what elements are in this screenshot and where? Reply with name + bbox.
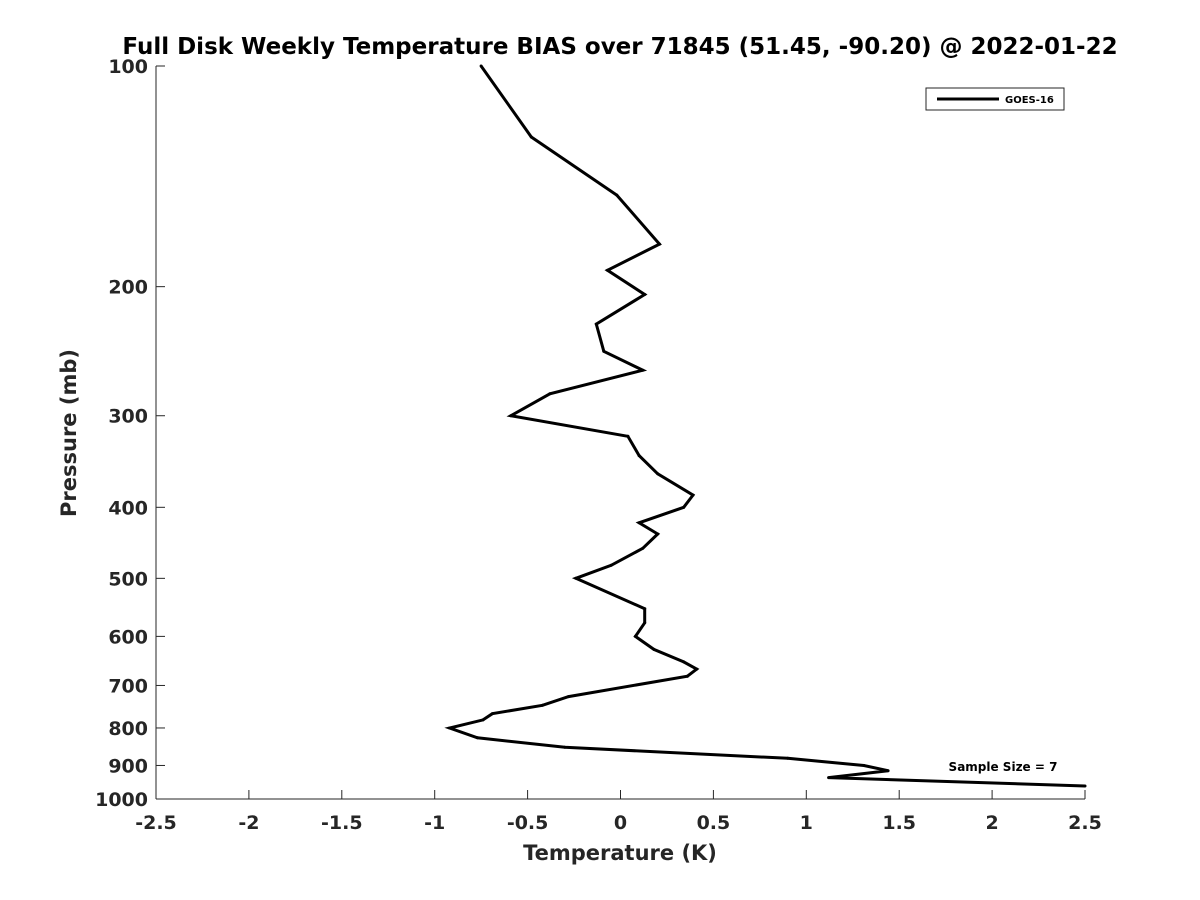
data-point bbox=[637, 454, 641, 458]
data-point bbox=[643, 621, 647, 625]
data-point bbox=[886, 769, 890, 773]
y-tick-label: 400 bbox=[108, 497, 148, 519]
data-point bbox=[574, 576, 578, 580]
x-tick-label: 0 bbox=[614, 812, 627, 834]
x-tick-label: 1.5 bbox=[882, 812, 916, 834]
x-ticks: -2.5 -2 -1.5 -1 -0.5 0 0.5 1 1.5 2 2.5 bbox=[135, 790, 1102, 834]
data-point bbox=[633, 634, 637, 638]
axes-background bbox=[156, 66, 1085, 799]
data-point bbox=[691, 493, 695, 497]
data-point bbox=[541, 703, 544, 707]
data-points bbox=[448, 64, 1087, 788]
y-tick-label: 800 bbox=[108, 718, 148, 740]
data-point bbox=[479, 64, 483, 68]
data-point bbox=[481, 718, 485, 722]
x-tick-label: 2 bbox=[985, 812, 998, 834]
x-tick-label: -1.5 bbox=[321, 812, 363, 834]
data-point bbox=[594, 322, 598, 326]
legend-label-goes-16: GOES-16 bbox=[1005, 95, 1054, 106]
data-point bbox=[529, 135, 533, 139]
x-axis-label: Temperature (K) bbox=[523, 841, 717, 865]
y-tick-label: 100 bbox=[108, 56, 148, 78]
data-point bbox=[827, 776, 831, 780]
data-point bbox=[682, 660, 686, 664]
data-point bbox=[567, 695, 570, 699]
y-tick-label: 300 bbox=[108, 406, 148, 428]
y-axis-label: Pressure (mb) bbox=[57, 349, 81, 517]
x-tick-label: -1 bbox=[424, 812, 445, 834]
y-tick-label: 500 bbox=[108, 568, 148, 590]
data-point bbox=[641, 368, 645, 372]
data-point bbox=[643, 607, 647, 611]
data-point bbox=[602, 349, 606, 353]
data-point bbox=[548, 392, 552, 396]
data-point bbox=[563, 745, 567, 749]
data-point bbox=[695, 667, 699, 671]
x-tick-label: 2.5 bbox=[1068, 812, 1102, 834]
x-tick-label: -2 bbox=[238, 812, 259, 834]
data-point bbox=[862, 764, 866, 767]
sample-size-annotation: Sample Size = 7 bbox=[949, 760, 1058, 774]
y-tick-label: 200 bbox=[108, 277, 148, 299]
x-tick-label: 0.5 bbox=[697, 812, 731, 834]
series-line-goes-16 bbox=[444, 65, 1086, 788]
data-point bbox=[448, 726, 452, 730]
y-tick-label: 700 bbox=[108, 675, 148, 697]
data-point bbox=[656, 472, 660, 476]
data-point bbox=[1083, 784, 1087, 788]
chart-title: Full Disk Weekly Temperature BIAS over 7… bbox=[122, 34, 1117, 60]
x-tick-label: -0.5 bbox=[507, 812, 549, 834]
data-point bbox=[643, 293, 647, 296]
data-point bbox=[682, 505, 686, 509]
data-point bbox=[490, 712, 494, 716]
y-tick-label: 600 bbox=[108, 626, 148, 648]
data-point bbox=[658, 242, 661, 246]
data-point bbox=[641, 546, 645, 550]
y-tick-label: 900 bbox=[108, 755, 148, 777]
y-ticks: 100 200 300 400 500 600 700 800 900 1000 bbox=[95, 56, 165, 811]
data-point bbox=[475, 736, 479, 740]
data-point bbox=[652, 647, 656, 651]
plot-area: -2.5 -2 -1.5 -1 -0.5 0 0.5 1 1.5 2 2.5 100 200 300 40… bbox=[95, 56, 1102, 834]
data-point bbox=[509, 414, 513, 418]
data-point bbox=[615, 193, 619, 197]
data-point bbox=[685, 674, 689, 678]
x-tick-label: 1 bbox=[800, 812, 813, 834]
data-point bbox=[626, 434, 630, 438]
data-point bbox=[786, 756, 790, 760]
data-point bbox=[606, 268, 609, 272]
data-point bbox=[656, 532, 660, 536]
data-point bbox=[637, 521, 641, 525]
data-point bbox=[609, 563, 613, 567]
x-tick-label: -2.5 bbox=[135, 812, 177, 834]
y-tick-label: 1000 bbox=[95, 789, 148, 811]
legend: GOES-16 bbox=[925, 87, 1065, 111]
